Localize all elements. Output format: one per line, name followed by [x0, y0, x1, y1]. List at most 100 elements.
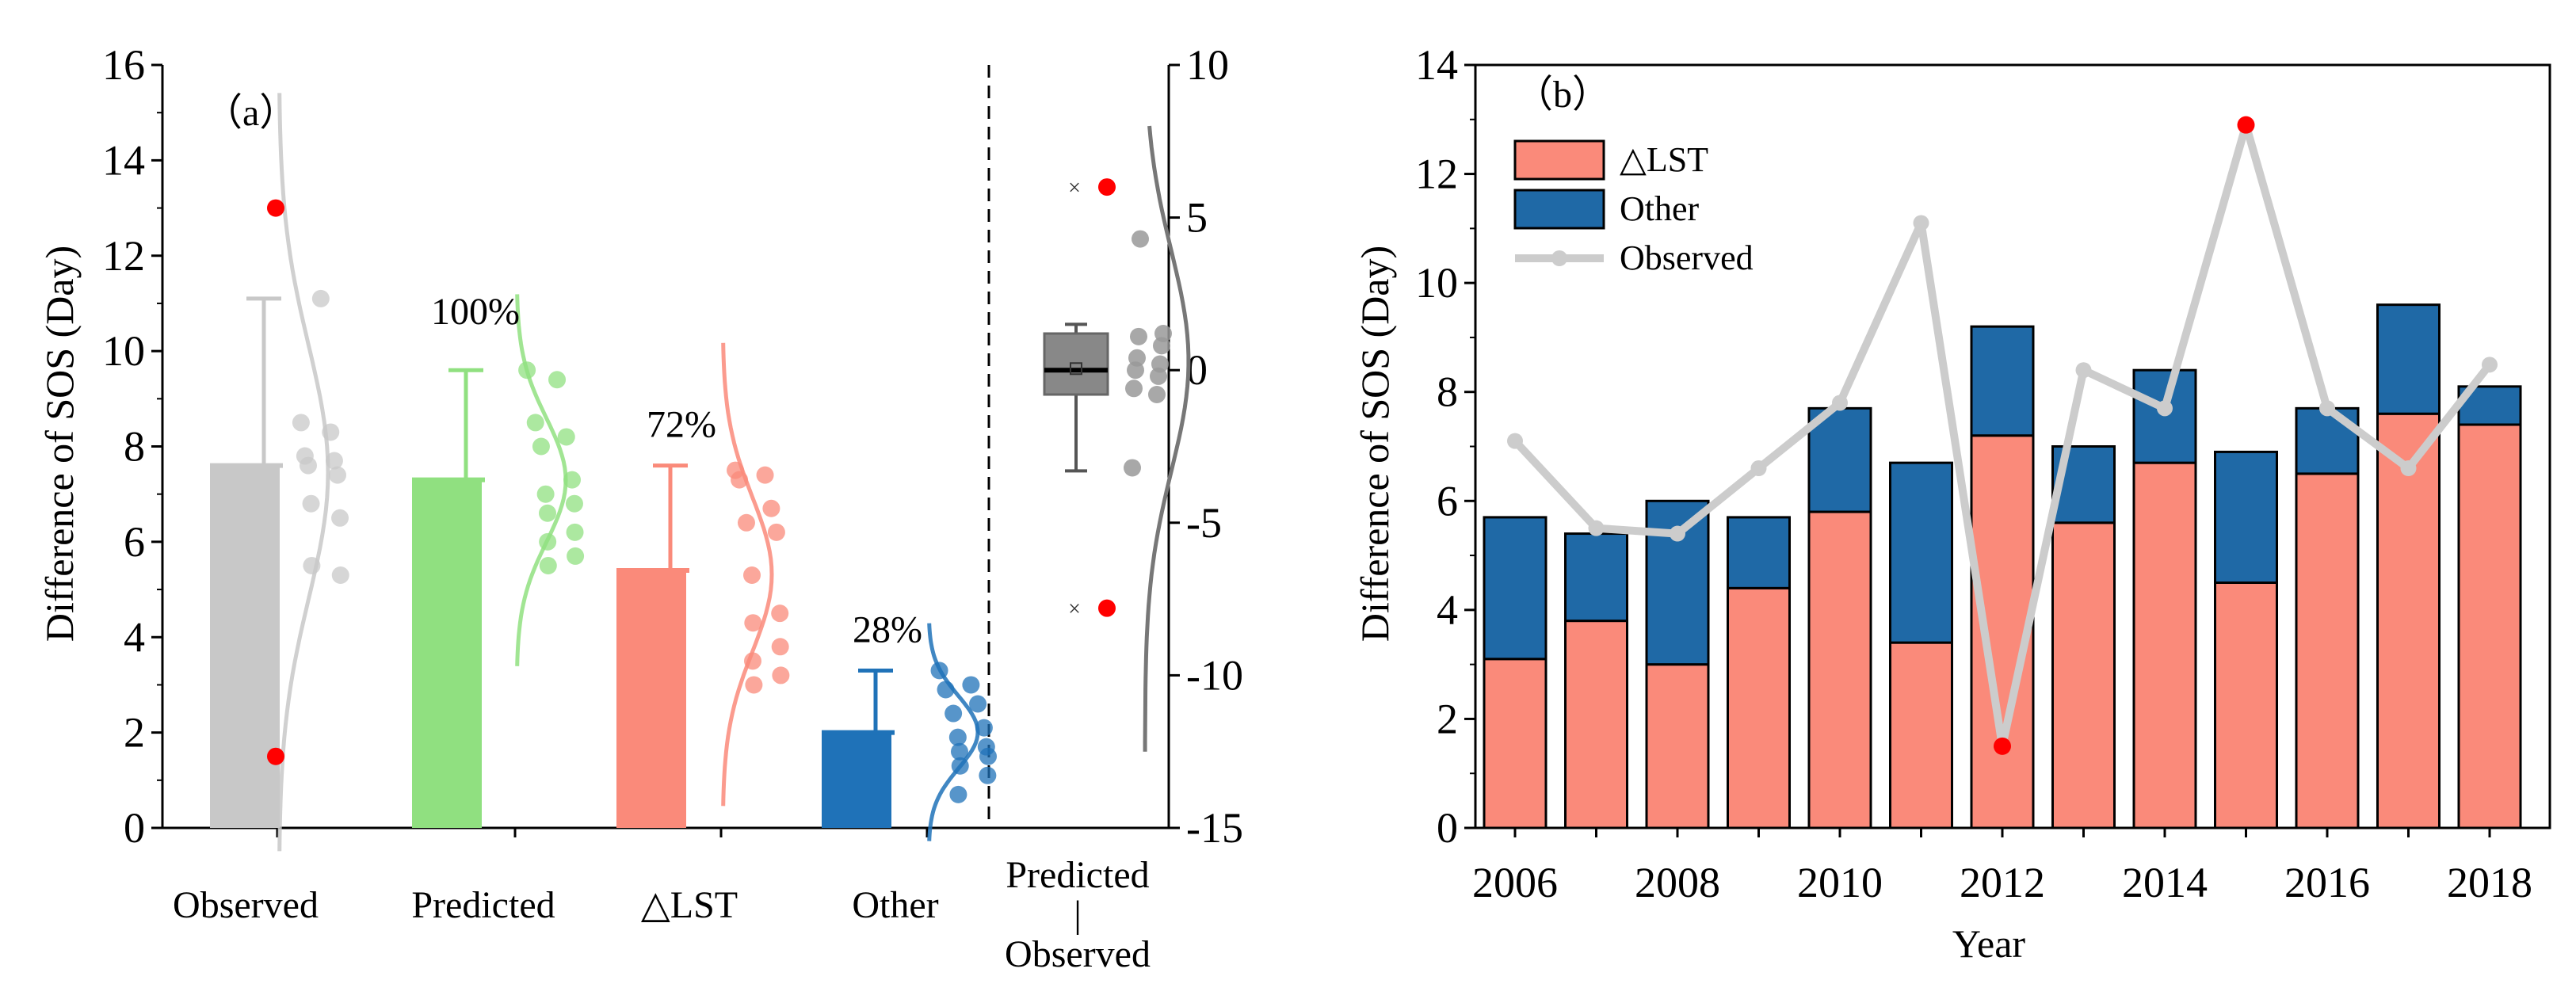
- data-point: [532, 437, 550, 456]
- data-point: [299, 456, 317, 475]
- data-point: [539, 504, 557, 522]
- bar-other: [1727, 516, 1791, 589]
- right-y-tick-label: -10: [1186, 651, 1243, 699]
- data-point: [979, 766, 997, 784]
- data-point: [975, 719, 993, 737]
- data-point: [565, 494, 583, 513]
- highlight-point: [267, 199, 284, 217]
- x-tick-label: 2014: [2122, 859, 2208, 906]
- bar-lst: [1889, 641, 1953, 829]
- observed-point: [1670, 525, 1685, 542]
- data-point: [292, 414, 310, 432]
- bar-other: [2051, 445, 2116, 524]
- data-point: [566, 523, 584, 541]
- panel-a: （a） Difference of SOS (Day) 0 2 4 6 8 10 12 14 1…: [37, 41, 1243, 975]
- panel-b-axes: 0 2 4 6 8 10 12 14 2006 2008 2010 2012 2014 2016 2018: [1415, 41, 2551, 906]
- y-tick-label: 0: [124, 804, 145, 852]
- x-category-label: Predicted: [411, 884, 555, 926]
- bar-lst: [1727, 586, 1791, 829]
- panel-b-label: （b）: [1515, 74, 1610, 116]
- bar-lst: [2051, 521, 2116, 829]
- distribution-curve: [277, 93, 330, 852]
- observed-point: [2319, 400, 2335, 417]
- bar-mean: [822, 732, 891, 828]
- y-tick-label: 2: [1437, 695, 1458, 742]
- box: [1043, 332, 1109, 396]
- distribution-curve: [515, 294, 568, 666]
- bar-lst: [2376, 412, 2441, 829]
- legend-label-other: Other: [1620, 189, 1700, 228]
- data-point: [745, 676, 763, 694]
- bar-lst: [1564, 620, 1628, 829]
- x-tick-label: 2012: [1960, 859, 2045, 906]
- observed-point: [1750, 460, 1767, 477]
- data-point: [331, 566, 349, 585]
- legend-label-lst: △LST: [1620, 140, 1708, 179]
- percent-label: 28%: [853, 608, 922, 650]
- data-point: [303, 556, 321, 574]
- observed-point: [1832, 395, 1848, 411]
- highlight-point: [1994, 737, 2011, 755]
- observed-point: [2482, 357, 2498, 373]
- bar-other: [1889, 461, 1953, 644]
- bar-mean: [210, 465, 280, 828]
- bar-lst: [2295, 472, 2360, 829]
- data-point: [950, 742, 968, 761]
- y-tick-label: 0: [1437, 804, 1458, 852]
- y-tick-label: 4: [124, 613, 145, 661]
- y-tick-label: 10: [1415, 259, 1458, 307]
- observed-point: [1913, 215, 1929, 231]
- data-point: [322, 423, 340, 441]
- data-point: [557, 428, 575, 446]
- observed-point: [1588, 520, 1605, 536]
- right-y-tick-label: -5: [1186, 499, 1222, 547]
- data-point: [1153, 337, 1170, 355]
- y-tick-label: 14: [102, 136, 145, 184]
- x-tick-label: 2008: [1635, 859, 1720, 906]
- legend-swatch-lst: [1513, 139, 1605, 181]
- box-mean-marker: [1070, 362, 1082, 376]
- bar-other: [2295, 406, 2360, 475]
- panel-a-axes: 0 2 4 6 8 10 12 14 16 Observed Predicted △LST Other -…: [102, 41, 1243, 975]
- data-point: [526, 414, 544, 432]
- bar-lst: [1645, 663, 1710, 829]
- panel-b-marks: [1483, 116, 2522, 829]
- data-point: [302, 494, 320, 513]
- data-point: [548, 371, 567, 389]
- data-point: [930, 662, 948, 680]
- highlight-point: [267, 747, 284, 765]
- legend-swatch-other: [1513, 189, 1605, 230]
- outlier-marker: ×: [1068, 597, 1081, 622]
- data-point: [744, 614, 762, 632]
- legend-marker-observed: [1551, 250, 1567, 266]
- highlight-point: [1098, 178, 1116, 196]
- observed-point: [1507, 433, 1523, 449]
- data-point: [767, 523, 785, 541]
- data-point: [737, 513, 755, 532]
- panel-a-label: （a）: [204, 92, 297, 134]
- panel-b-legend: △LST Other Observed: [1513, 139, 1754, 277]
- x-tick-label: 2018: [2447, 859, 2532, 906]
- bar-other: [1564, 532, 1628, 623]
- observed-point: [2400, 460, 2417, 477]
- bar-lst: [1483, 658, 1548, 829]
- data-point: [771, 638, 789, 656]
- data-point: [539, 532, 557, 551]
- data-point: [762, 499, 780, 517]
- bar-other: [1645, 499, 1710, 666]
- data-point: [331, 509, 349, 527]
- bar-other: [1483, 516, 1548, 661]
- data-point: [518, 361, 536, 379]
- right-y-tick-label: -15: [1186, 804, 1243, 852]
- panel-b-y-axis-title: Difference of SOS (Day): [1353, 246, 1397, 642]
- panel-b-x-axis-title: Year: [1952, 921, 2025, 966]
- data-point: [771, 604, 789, 623]
- data-point: [948, 728, 967, 746]
- observed-point: [2157, 400, 2173, 417]
- data-point: [731, 471, 749, 489]
- data-point: [756, 466, 774, 484]
- bar-other: [1807, 406, 1872, 513]
- inset-category-label: |: [1074, 894, 1082, 936]
- percent-label: 100%: [431, 291, 520, 333]
